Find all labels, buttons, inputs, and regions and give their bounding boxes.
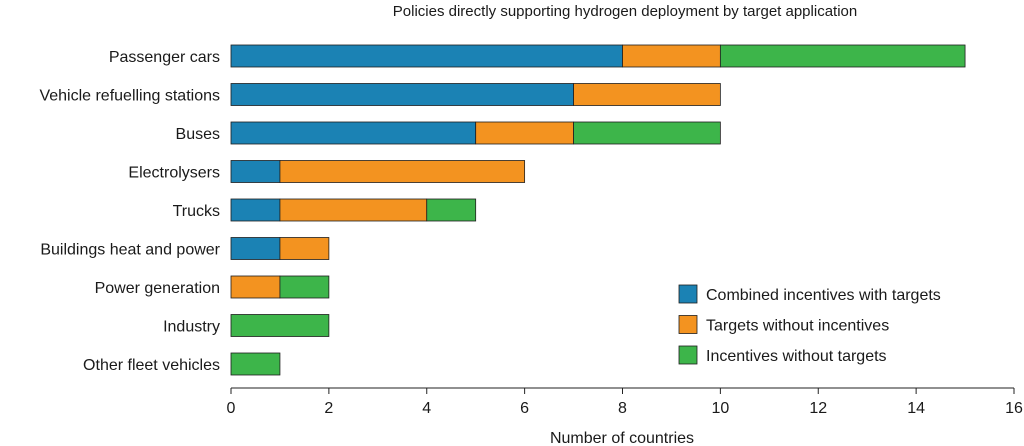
category-label: Other fleet vehicles xyxy=(83,357,220,374)
category-label: Buildings heat and power xyxy=(40,242,220,259)
bar-segment-series-3 xyxy=(719,44,966,68)
legend-label: Targets without incentives xyxy=(706,318,889,335)
bars-group xyxy=(230,44,966,376)
bar-segment-series-3 xyxy=(426,198,477,222)
bar-segment-series-2 xyxy=(279,160,526,183)
bar-segment-series-1 xyxy=(230,83,574,106)
x-axis-label: Number of countries xyxy=(550,430,694,446)
x-tick-label: 14 xyxy=(907,400,925,417)
bar-segment-series-3 xyxy=(573,121,721,145)
category-label: Vehicle refuelling stations xyxy=(39,88,220,105)
bar-segment-series-1 xyxy=(230,160,281,183)
bar-segment-series-3 xyxy=(230,352,281,376)
category-label: Buses xyxy=(176,126,220,143)
x-tick-label: 16 xyxy=(1005,400,1023,417)
category-label: Trucks xyxy=(173,203,220,220)
category-label: Industry xyxy=(163,319,220,336)
x-tick-label: 10 xyxy=(711,400,729,417)
x-tick-label: 0 xyxy=(227,400,236,417)
bar-segment-series-3 xyxy=(279,275,330,299)
chart-title: Policies directly supporting hydrogen de… xyxy=(393,3,857,20)
bar-segment-series-2 xyxy=(622,44,721,68)
category-label: Passenger cars xyxy=(109,49,220,66)
legend: Combined incentives with targets Targets … xyxy=(678,284,941,365)
x-tick-label: 12 xyxy=(809,400,827,417)
category-label: Power generation xyxy=(95,280,220,297)
bar-segment-series-1 xyxy=(230,121,477,145)
legend-label: Combined incentives with targets xyxy=(706,287,941,304)
bar-segment-series-1 xyxy=(230,237,281,260)
x-tick-label: 2 xyxy=(324,400,333,417)
bar-segment-series-2 xyxy=(279,237,330,260)
legend-swatch xyxy=(678,284,698,304)
bar-segment-series-1 xyxy=(230,44,623,68)
bar-segment-series-3 xyxy=(230,314,330,337)
legend-swatch xyxy=(678,315,698,334)
bar-segment-series-2 xyxy=(573,83,721,106)
legend-label: Incentives without targets xyxy=(706,348,887,365)
bar-segment-series-1 xyxy=(230,198,281,222)
category-labels: Passenger cars Vehicle refuelling station… xyxy=(39,49,220,374)
x-axis-ticks: 0 2 4 6 8 10 12 14 16 xyxy=(227,388,1023,417)
x-tick-label: 6 xyxy=(520,400,529,417)
legend-swatch xyxy=(678,345,698,365)
bar-segment-series-2 xyxy=(230,275,281,299)
bar-segment-series-2 xyxy=(475,121,574,145)
category-label: Electrolysers xyxy=(128,165,220,182)
bar-segment-series-2 xyxy=(279,198,428,222)
x-tick-label: 8 xyxy=(618,400,627,417)
x-tick-label: 4 xyxy=(422,400,431,417)
